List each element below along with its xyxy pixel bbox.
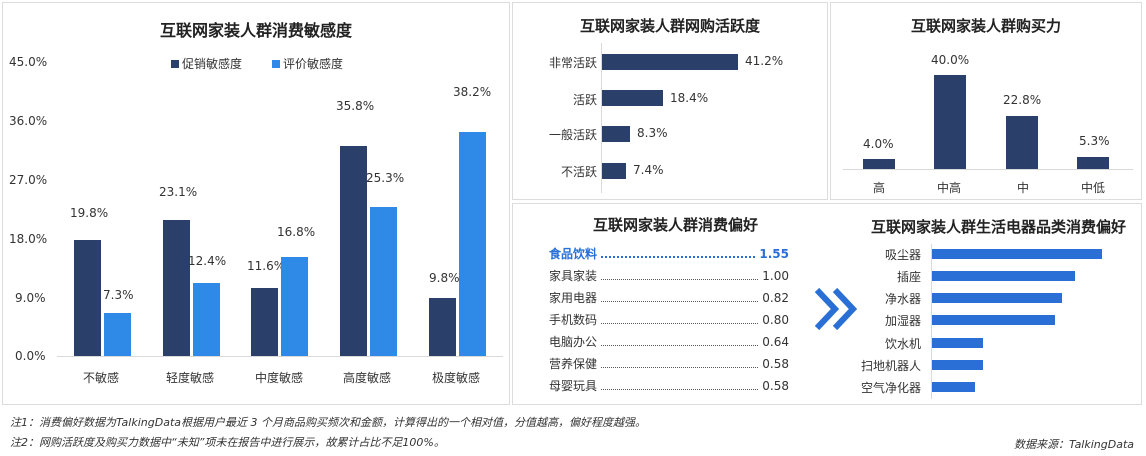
row-label: 吸尘器 (885, 248, 922, 262)
pref-row-4: 电脑办公 0.64 (549, 335, 789, 349)
bar-appliance-2 (932, 293, 1062, 303)
bar-review-4 (459, 132, 486, 356)
bar-power-2 (1006, 116, 1038, 169)
ytick: 45.0% (9, 55, 48, 69)
bar-promo-4 (429, 298, 456, 356)
bar-label: 16.8% (277, 225, 316, 239)
double-chevron-icon (814, 287, 858, 331)
activity-title: 互联网家装人群网购活跃度 (579, 17, 760, 35)
pref-row-3: 手机数码 0.80 (549, 313, 789, 327)
row-label: 净水器 (885, 292, 922, 306)
bar-label: 8.3% (637, 126, 668, 140)
pref-row-5: 营养保健 0.58 (549, 357, 789, 371)
preference-panel: 互联网家装人群消费偏好 食品饮料 1.55 家具家装 1.00 家用电器 0.82 手… (512, 203, 1142, 405)
ytick: 18.0% (9, 232, 48, 246)
row-label: 一般活跃 (549, 128, 598, 142)
bar-appliance-1 (932, 271, 1075, 281)
row-label: 非常活跃 (549, 56, 598, 70)
row-label: 扫地机器人 (861, 359, 922, 373)
bar-activity-1 (602, 90, 663, 106)
bar-label: 4.0% (863, 137, 894, 151)
bar-label: 9.8% (429, 271, 460, 285)
pref-row-6: 母婴玩具 0.58 (549, 379, 789, 393)
x-label: 中 (1017, 181, 1030, 195)
bar-promo-2 (251, 288, 278, 356)
activity-panel: 互联网家装人群网购活跃度 非常活跃 41.2% 活跃 18.4% 一般活跃 8.… (512, 2, 828, 200)
pref-row-2: 家用电器 0.82 (549, 291, 789, 305)
bar-label: 11.6% (247, 259, 286, 273)
bar-label: 18.4% (670, 91, 709, 105)
bar-review-3 (370, 207, 397, 356)
bar-label: 7.3% (103, 288, 134, 302)
bar-label: 40.0% (931, 53, 970, 67)
legend-promo: 促销敏感度 (171, 55, 242, 72)
appliance-preference-title: 互联网家装人群生活电器品类消费偏好 (871, 218, 1127, 236)
legend-review: 评价敏感度 (272, 55, 343, 72)
bar-label: 38.2% (453, 85, 492, 99)
bar-review-0 (104, 313, 131, 356)
bar-activity-2 (602, 126, 630, 142)
x-axis (57, 356, 503, 357)
consumption-preference-title: 互联网家装人群消费偏好 (593, 216, 759, 234)
data-source: 数据来源：TalkingData (1014, 438, 1135, 451)
bar-activity-3 (602, 163, 626, 179)
row-label: 活跃 (573, 93, 598, 107)
bar-label: 25.3% (366, 171, 405, 185)
bar-promo-1 (163, 220, 190, 356)
pref-row-0: 食品饮料 1.55 (549, 247, 789, 261)
ytick: 0.0% (15, 349, 46, 363)
bar-power-3 (1077, 157, 1109, 169)
row-label: 饮水机 (885, 337, 922, 351)
ytick: 9.0% (15, 291, 46, 305)
note-2: 注2：网购活跃度及购买力数据中“未知”项未在报告中进行展示，故累计占比不足100… (10, 436, 445, 449)
bar-review-2 (281, 257, 308, 356)
bar-appliance-4 (932, 338, 983, 348)
bar-label: 23.1% (159, 185, 198, 199)
ytick: 36.0% (9, 114, 48, 128)
x-label: 中高 (937, 181, 962, 195)
bar-label: 5.3% (1079, 134, 1110, 148)
ytick: 27.0% (9, 173, 48, 187)
bar-label: 35.8% (336, 99, 375, 113)
y-axis (931, 244, 932, 399)
bar-power-1 (934, 75, 966, 169)
bar-appliance-0 (932, 249, 1102, 259)
x-label: 极度敏感 (432, 371, 481, 385)
bar-promo-0 (74, 240, 101, 356)
x-label: 中度敏感 (255, 371, 304, 385)
row-label: 加湿器 (885, 314, 922, 328)
x-label: 不敏感 (83, 371, 120, 385)
x-label: 高度敏感 (343, 371, 392, 385)
purchasing-power-panel: 互联网家装人群购买力 4.0% 高 40.0% 中高 22.8% 中 5.3% … (830, 2, 1142, 200)
bar-activity-0 (602, 54, 738, 70)
bar-label: 22.8% (1003, 93, 1042, 107)
row-label: 不活跃 (561, 165, 598, 179)
bar-power-0 (863, 159, 895, 169)
bar-label: 12.4% (188, 254, 227, 268)
x-label: 高 (873, 181, 886, 195)
sensitivity-title: 互联网家装人群消费敏感度 (159, 21, 352, 40)
x-label: 轻度敏感 (166, 371, 215, 385)
sensitivity-panel: 互联网家装人群消费敏感度 促销敏感度 评价敏感度 45.0% 36.0% 27.… (2, 2, 510, 405)
y-axis (601, 43, 602, 193)
purchasing-power-title: 互联网家装人群购买力 (910, 17, 1061, 35)
x-label: 中低 (1081, 181, 1106, 195)
row-label: 插座 (897, 270, 922, 284)
bar-appliance-3 (932, 315, 1055, 325)
bar-label: 19.8% (70, 206, 109, 220)
note-1: 注1：消费偏好数据为TalkingData根据用户最近 3 个月商品购买频次和金… (10, 416, 646, 429)
bar-promo-3 (340, 146, 367, 356)
bar-label: 7.4% (633, 163, 664, 177)
legend: 促销敏感度 评价敏感度 (171, 55, 343, 72)
bar-label: 41.2% (745, 54, 784, 68)
bar-review-1 (193, 283, 220, 356)
bar-appliance-5 (932, 360, 983, 370)
pref-row-1: 家具家装 1.00 (549, 269, 789, 283)
bar-appliance-6 (932, 382, 975, 392)
x-axis (843, 169, 1133, 170)
row-label: 空气净化器 (861, 381, 922, 395)
